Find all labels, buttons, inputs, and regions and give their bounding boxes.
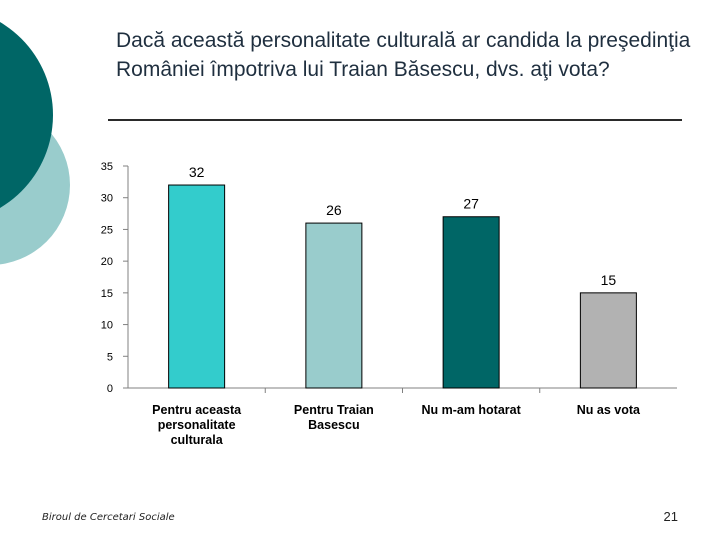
x-tick-label: Nu m-am hotarat — [421, 403, 521, 417]
y-tick-label: 35 — [101, 161, 113, 173]
x-tick-label: Nu as vota — [577, 403, 641, 417]
title-underline — [108, 119, 682, 121]
bars — [168, 184, 637, 389]
bar-value-label: 15 — [601, 272, 617, 288]
x-tick-label: Pentru Traian — [294, 403, 374, 417]
slide-title: Dacă această personalitate culturală ar … — [116, 29, 691, 81]
x-tick-label: Basescu — [308, 418, 359, 432]
y-tick-label: 15 — [101, 288, 113, 300]
x-tick-label: Pentru aceasta — [152, 403, 242, 417]
y-tick-label: 10 — [101, 320, 113, 332]
bar — [442, 216, 500, 389]
bar — [168, 184, 226, 389]
page-number: 21 — [663, 509, 678, 524]
dark-teal-circle — [0, 22, 53, 208]
y-tick-label: 20 — [101, 256, 113, 268]
bar-value-label: 27 — [463, 196, 479, 212]
x-tick-label: personalitate — [158, 418, 236, 432]
bar — [579, 292, 637, 389]
decorative-circles — [0, 22, 70, 265]
y-tick-label: 0 — [107, 383, 113, 395]
value-labels: 32 26 27 15 — [189, 164, 617, 288]
y-tick-label: 25 — [101, 224, 113, 236]
bar — [305, 222, 363, 389]
y-tick-label: 30 — [101, 193, 113, 205]
bar-value-label: 26 — [326, 202, 342, 218]
x-tick-label: culturala — [171, 433, 224, 447]
bar-value-label: 32 — [189, 164, 205, 180]
footer-source: Biroul de Cercetari Sociale — [42, 512, 175, 523]
y-tick-label: 5 — [107, 351, 113, 363]
